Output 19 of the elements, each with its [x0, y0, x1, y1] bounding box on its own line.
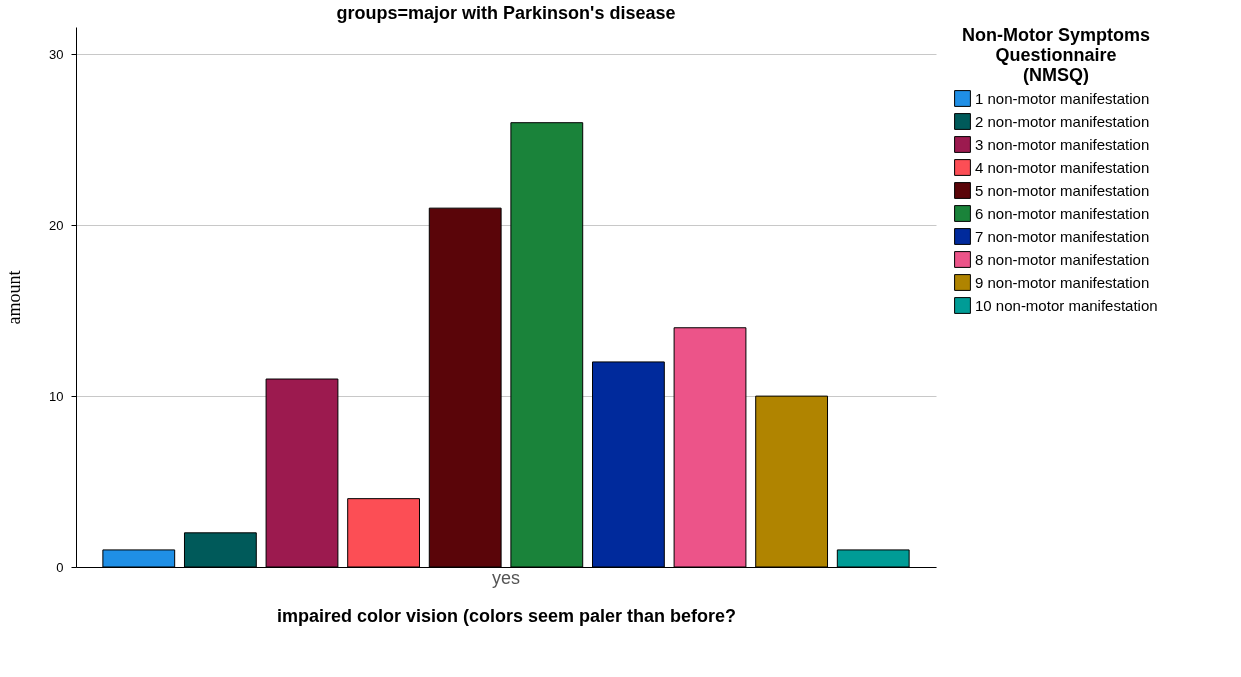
legend-label: 8 non-motor manifestation	[975, 250, 1150, 268]
legend-label: 1 non-motor manifestation	[975, 89, 1150, 107]
y-tick-label: 20	[49, 217, 64, 233]
legend-label: 4 non-motor manifestation	[975, 158, 1150, 176]
legend-label: 3 non-motor manifestation	[975, 135, 1150, 153]
legend-label: 7 non-motor manifestation	[975, 227, 1150, 245]
y-tick-label: 30	[49, 46, 64, 62]
y-tick-label: 0	[56, 559, 64, 575]
y-tick-label: 10	[49, 388, 64, 404]
x-tick-label: yes	[491, 567, 521, 588]
legend-label: 5 non-motor manifestation	[975, 181, 1150, 199]
chart-title: groups=major with Parkinson's disease	[336, 3, 676, 23]
x-axis-title: impaired color vision (colors seem paler than before?	[276, 605, 737, 626]
legend-label: 9 non-motor manifestation	[975, 273, 1150, 291]
y-axis-title: amount	[4, 270, 25, 325]
legend-title: Non-Motor Symptoms Questionnaire (NMSQ)	[962, 25, 1150, 85]
legend-label: 10 non-motor manifestation	[975, 296, 1158, 314]
legend-label: 6 non-motor manifestation	[975, 204, 1150, 222]
legend-label: 2 non-motor manifestation	[975, 112, 1150, 130]
